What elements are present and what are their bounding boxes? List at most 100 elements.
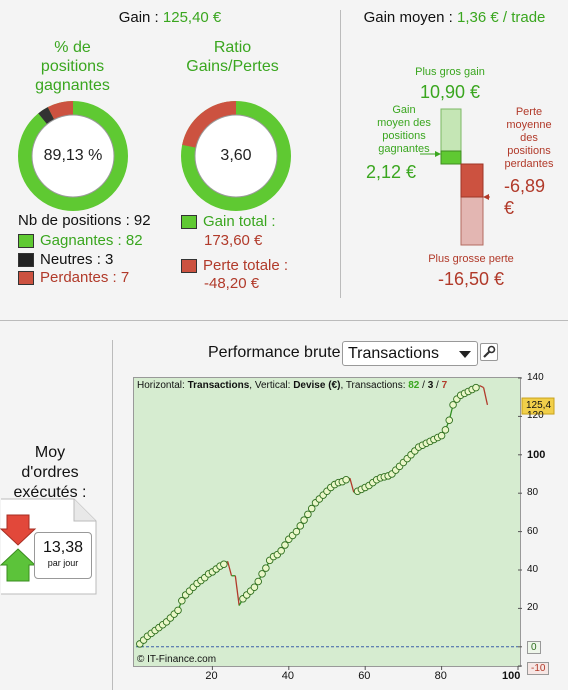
chart-header-sep: /: [419, 380, 428, 391]
settings-button[interactable]: [480, 343, 498, 361]
avg-loss-value-line: -6,89: [504, 176, 546, 196]
avg-loss-arrow-icon: [483, 194, 489, 200]
chart-point: [174, 606, 182, 615]
gain-total: Gain total :: [181, 212, 276, 232]
orders-title-line: Moy: [34, 444, 66, 461]
chart-point: [441, 426, 450, 434]
chart-header-mid: , Vertical:: [249, 380, 294, 391]
chart-point: [437, 431, 446, 440]
chart-point: [258, 570, 266, 578]
x-tick-label: 40: [281, 670, 295, 682]
avg-win-label-line: moyen des: [377, 117, 431, 129]
avg-loss-label-line: moyenne: [506, 119, 552, 131]
chart-header-neutral: 3: [427, 380, 434, 391]
gain-loss-bars: [420, 108, 490, 246]
win-pct-title-line: % de: [54, 39, 91, 56]
performance-chart-frame: [133, 377, 521, 667]
loss-total-label: Perte totale :: [203, 257, 289, 274]
ratio-title-line: Ratio: [213, 39, 252, 56]
neutral-swatch: [18, 253, 34, 267]
donut-neutral-segment: [38, 107, 55, 125]
divider-vertical-lower: [112, 340, 113, 690]
avg-win-value: 2,12 €: [366, 162, 417, 182]
avg-win-label-line: gagnantes: [378, 143, 430, 155]
win-pct-title-line: positions: [40, 58, 105, 75]
y-tick-label: 0: [527, 640, 541, 654]
win-pct-title-line: gagnantes: [35, 77, 110, 94]
y-tick-label: 40: [527, 564, 539, 575]
chart-point: [262, 564, 270, 572]
avg-loss-value: -6,89 €: [504, 175, 545, 219]
chart-point: [178, 596, 186, 605]
avg-win-label-line: positions: [382, 130, 426, 142]
winners-swatch: [18, 234, 34, 248]
chart-point: [220, 560, 228, 568]
avg-loss-label: Perte moyenne des positions perdantes: [494, 106, 564, 171]
chart-point: [292, 527, 301, 536]
chevron-down-icon: [459, 351, 471, 358]
chart-axis-ticks: [211, 377, 522, 670]
gain-total-swatch: [181, 215, 197, 229]
x-tick-label: 60: [358, 670, 371, 682]
chart-point: [307, 504, 316, 513]
avg-win-arrow-icon: [435, 151, 441, 157]
chart-header-vertical: Devise (€): [293, 380, 341, 391]
chart-point: [449, 401, 457, 409]
y-tick-label: -10: [527, 662, 550, 675]
avg-loss-value-line: €: [504, 198, 515, 218]
chart-copyright: © IT-Finance.com: [137, 654, 217, 665]
orders-unit: par jour: [47, 558, 79, 568]
chart-point: [304, 510, 312, 519]
worst-loss-value: -16,50 €: [437, 269, 505, 289]
chart-markers: [136, 383, 480, 648]
orders-title: Moy d'ordres exécutés :: [0, 443, 100, 503]
avg-loss-label-line: Perte: [515, 106, 543, 118]
best-gain-value: 10,90 €: [419, 82, 481, 102]
chart-header-winners: 82: [408, 380, 420, 391]
avg-win-label-line: Gain: [392, 104, 416, 116]
y-tick-label: 60: [527, 525, 539, 537]
ratio-donut-inner: [194, 114, 278, 198]
chart-header-horizontal: Transactions: [187, 380, 250, 391]
chart-header-losers: 7: [441, 380, 448, 391]
chart-point: [445, 416, 453, 424]
gain-total-value: 173,60 €: [204, 232, 263, 249]
chart-line-segments: [139, 385, 489, 645]
performance-select[interactable]: Transactions: [342, 341, 478, 366]
ratio-title-line: Gains/Pertes: [186, 58, 279, 75]
y-tick-label: 120: [527, 410, 544, 422]
gain-value: 125,40 €: [162, 9, 222, 26]
avg-win-label: Gain moyen des positions gagnantes: [356, 104, 452, 156]
chart-line-segment: [227, 561, 233, 576]
y-tick-label: 20: [527, 602, 539, 614]
chart-point: [472, 383, 480, 392]
arrow-down-icon: [0, 514, 37, 546]
losers-label: Perdantes : 7: [40, 269, 130, 286]
legend-losers: Perdantes : 7: [18, 268, 129, 288]
donut-loss-segment: [47, 101, 74, 120]
win-pct-title: % de positions gagnantes: [10, 38, 135, 95]
current-value-label: 125,4: [526, 400, 552, 412]
y-tick-label: 100: [527, 448, 546, 461]
avg-loss-label-line: des: [520, 132, 538, 144]
legend-neutral: Neutres : 3: [18, 250, 113, 270]
chart-header-sep: /: [433, 380, 442, 391]
ratio-title: Ratio Gains/Pertes: [165, 38, 300, 76]
chart-point: [296, 522, 305, 530]
orders-value-box: 13,38 par jour: [34, 532, 92, 579]
chart-line-segment: [234, 575, 240, 606]
avg-loss-label-line: positions: [507, 145, 551, 157]
chart-header: Horizontal: Transactions, Vertical: Devi…: [137, 380, 447, 391]
win-pct-donut: [18, 101, 128, 211]
performance-select-value: Transactions: [348, 345, 439, 362]
neutral-label: Neutres : 3: [40, 251, 114, 268]
donut-inner: [31, 114, 115, 198]
avg-loss-label-line: perdantes: [504, 158, 554, 170]
avg-gain-title: Gain moyen : 1,36 € / trade: [341, 9, 568, 26]
win-pct-value: 89,13 %: [43, 147, 103, 164]
orders-title-line: exécutés :: [13, 484, 87, 501]
loss-total-value: -48,20 €: [204, 275, 260, 292]
worst-loss-label: Plus grosse perte: [428, 253, 514, 265]
loss-total: Perte totale :: [181, 256, 288, 276]
